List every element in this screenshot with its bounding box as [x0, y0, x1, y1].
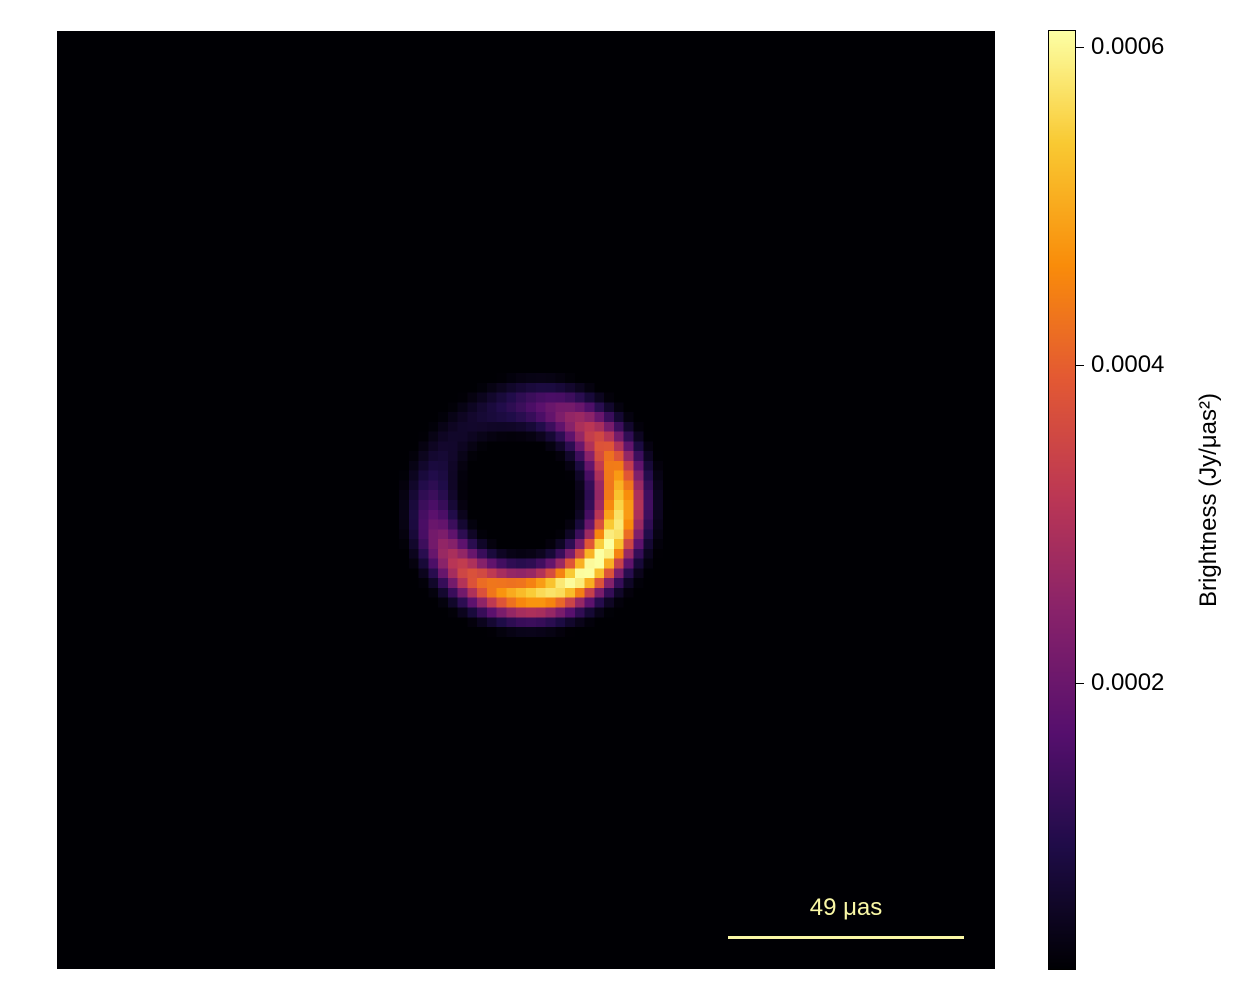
colorbar-tick-label: 0.0002	[1091, 669, 1165, 696]
scale-bar	[728, 936, 964, 939]
colorbar-tick-mark	[1075, 683, 1084, 684]
brightness-image	[57, 31, 995, 969]
colorbar-tick-label: 0.0004	[1091, 351, 1165, 378]
colorbar	[1048, 30, 1076, 970]
colorbar-tick-mark	[1075, 365, 1084, 366]
colorbar-gradient	[1049, 31, 1075, 969]
brightness-image-canvas	[57, 31, 995, 969]
colorbar-label: Brightness (Jy/μas²)	[1195, 393, 1222, 607]
colorbar-tick-mark	[1075, 47, 1084, 48]
scale-bar-label: 49 μas	[809, 894, 883, 921]
colorbar-tick-label: 0.0006	[1091, 33, 1165, 60]
